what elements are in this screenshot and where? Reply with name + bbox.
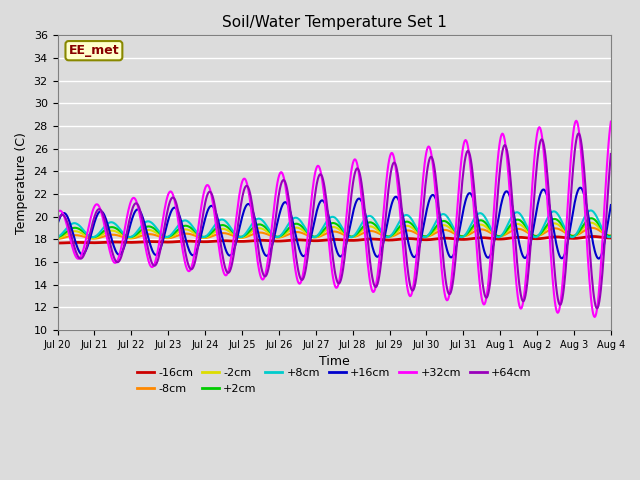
Text: EE_met: EE_met <box>68 44 119 57</box>
Line: +2cm: +2cm <box>58 218 611 237</box>
Line: +32cm: +32cm <box>58 121 611 317</box>
+32cm <box>177 234 184 240</box>
+64cm <box>54 218 61 224</box>
-2cm <box>418 233 426 239</box>
+16cm <box>418 233 426 239</box>
-2cm <box>177 228 184 234</box>
+2cm <box>122 232 129 238</box>
+32cm <box>54 210 61 216</box>
+8cm <box>54 234 61 240</box>
+2cm <box>177 224 185 230</box>
-8cm <box>206 234 214 240</box>
+32cm <box>607 119 614 124</box>
Line: +16cm: +16cm <box>58 188 611 259</box>
+16cm <box>177 216 184 222</box>
-2cm <box>64 231 72 237</box>
+64cm <box>593 306 601 312</box>
Line: -8cm: -8cm <box>58 228 611 239</box>
+8cm <box>418 233 426 239</box>
-16cm <box>64 240 72 246</box>
-8cm <box>121 235 129 240</box>
+16cm <box>576 185 584 191</box>
-2cm <box>588 220 595 226</box>
+32cm <box>64 225 72 231</box>
+8cm <box>401 212 409 218</box>
-8cm <box>401 228 409 234</box>
+32cm <box>206 186 214 192</box>
+64cm <box>206 189 214 194</box>
+32cm <box>401 270 409 276</box>
-16cm <box>401 236 409 241</box>
-16cm <box>418 237 426 242</box>
Line: -16cm: -16cm <box>58 237 611 243</box>
+16cm <box>54 221 61 227</box>
+64cm <box>121 241 129 247</box>
+32cm <box>572 118 580 124</box>
+32cm <box>591 314 598 320</box>
+64cm <box>64 220 72 226</box>
+2cm <box>419 233 426 239</box>
+8cm <box>458 234 465 240</box>
+2cm <box>403 219 410 225</box>
+8cm <box>587 207 595 213</box>
-16cm <box>607 235 614 241</box>
+16cm <box>64 214 72 220</box>
-8cm <box>588 225 595 231</box>
+2cm <box>607 233 614 239</box>
Line: +64cm: +64cm <box>58 133 611 309</box>
X-axis label: Time: Time <box>319 355 349 369</box>
+8cm <box>177 220 184 226</box>
Legend: -16cm, -8cm, -2cm, +2cm, +8cm, +16cm, +32cm, +64cm: -16cm, -8cm, -2cm, +2cm, +8cm, +16cm, +3… <box>132 364 536 398</box>
-2cm <box>54 235 61 241</box>
+8cm <box>121 232 129 238</box>
+2cm <box>207 230 214 236</box>
+32cm <box>121 228 129 233</box>
-16cm <box>177 239 184 244</box>
-8cm <box>54 236 61 242</box>
Line: +8cm: +8cm <box>58 210 611 237</box>
-16cm <box>589 234 597 240</box>
+2cm <box>89 234 97 240</box>
+8cm <box>607 234 614 240</box>
+64cm <box>418 224 426 230</box>
-2cm <box>607 233 614 239</box>
-8cm <box>607 233 614 239</box>
+2cm <box>54 234 61 240</box>
+8cm <box>206 229 214 235</box>
-2cm <box>401 223 409 229</box>
+2cm <box>588 216 595 221</box>
-2cm <box>206 233 214 239</box>
-16cm <box>54 240 61 246</box>
+16cm <box>121 243 129 249</box>
+16cm <box>206 204 214 209</box>
+2cm <box>64 228 72 234</box>
+16cm <box>401 226 409 231</box>
Y-axis label: Temperature (C): Temperature (C) <box>15 132 28 234</box>
+16cm <box>595 256 602 262</box>
+32cm <box>418 192 426 198</box>
+64cm <box>401 245 409 251</box>
Title: Soil/Water Temperature Set 1: Soil/Water Temperature Set 1 <box>222 15 447 30</box>
-2cm <box>121 233 129 239</box>
-8cm <box>177 232 184 238</box>
+64cm <box>177 222 184 228</box>
-16cm <box>206 239 214 244</box>
-8cm <box>418 233 426 239</box>
+8cm <box>64 225 72 230</box>
Line: -2cm: -2cm <box>58 223 611 238</box>
+64cm <box>575 131 582 136</box>
-8cm <box>64 234 72 240</box>
-16cm <box>121 240 129 245</box>
+64cm <box>607 151 614 157</box>
+16cm <box>607 202 614 208</box>
